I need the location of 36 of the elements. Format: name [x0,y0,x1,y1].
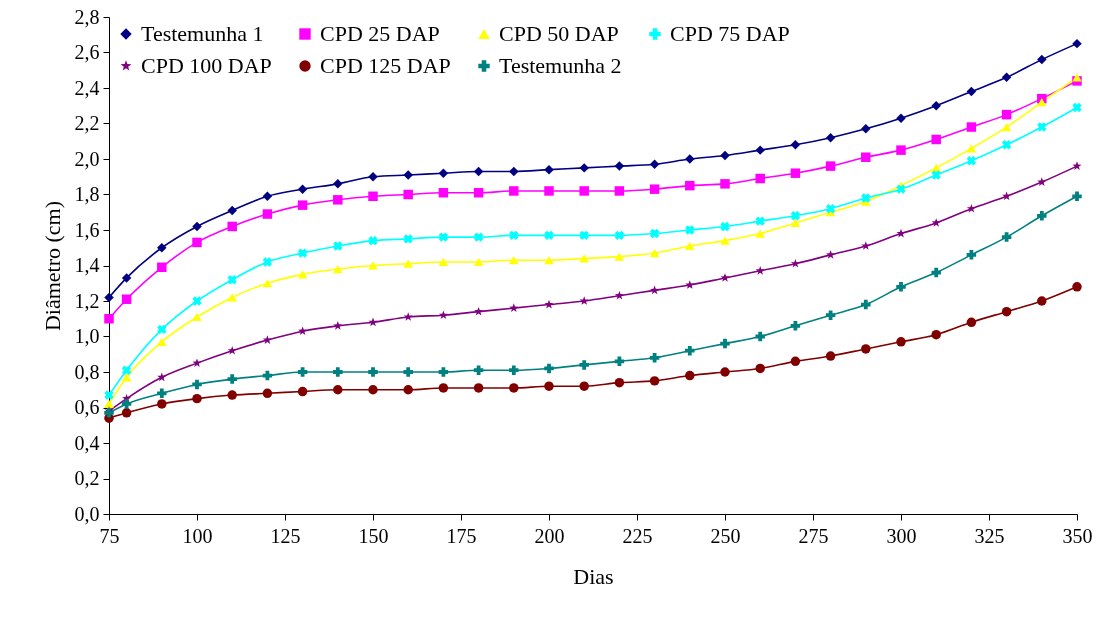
x-tick-label: 100 [182,524,213,547]
x-tick-label: 175 [446,524,477,547]
legend-label: CPD 25 DAP [320,21,440,46]
y-tick-label: 0,8 [74,360,100,383]
x-tick-label: 200 [534,524,565,547]
y-tick-label: 1,0 [74,325,100,347]
legend-label: CPD 50 DAP [499,21,619,46]
x-tick-label: 275 [798,524,829,547]
legend-label: CPD 100 DAP [141,53,272,78]
legend-label: CPD 125 DAP [320,53,451,78]
y-axis-title: Diâmetro (cm) [39,200,65,332]
x-tick-label: 75 [99,524,120,547]
y-tick-label: 2,8 [74,5,100,28]
y-tick-label: 1,6 [74,218,100,241]
y-tick-label: 0,0 [74,502,100,525]
y-tick-label: 2,4 [74,76,100,99]
legend-label: CPD 75 DAP [670,21,790,46]
y-tick-label: 1,2 [74,289,100,312]
legend-label: Testemunha 2 [499,53,622,78]
y-tick-label: 0,2 [74,467,100,489]
x-tick-label: 150 [358,524,389,547]
y-tick-label: 2,6 [74,41,100,63]
x-tick-label: 125 [270,524,301,547]
y-tick-label: 0,6 [74,396,100,418]
x-tick-label: 300 [886,524,917,547]
x-tick-label: 350 [1062,524,1093,547]
y-tick-label: 2,0 [74,147,100,170]
x-axis-title: Dias [573,563,614,589]
legend-label: Testemunha 1 [141,21,264,46]
y-tick-label: 1,8 [74,183,100,205]
y-tick-label: 1,4 [74,254,100,276]
y-tick-label: 2,2 [74,112,100,134]
x-tick-label: 325 [974,524,1005,547]
x-tick-label: 225 [622,524,653,547]
y-tick-label: 0,4 [74,431,100,454]
x-tick-label: 250 [710,524,741,547]
